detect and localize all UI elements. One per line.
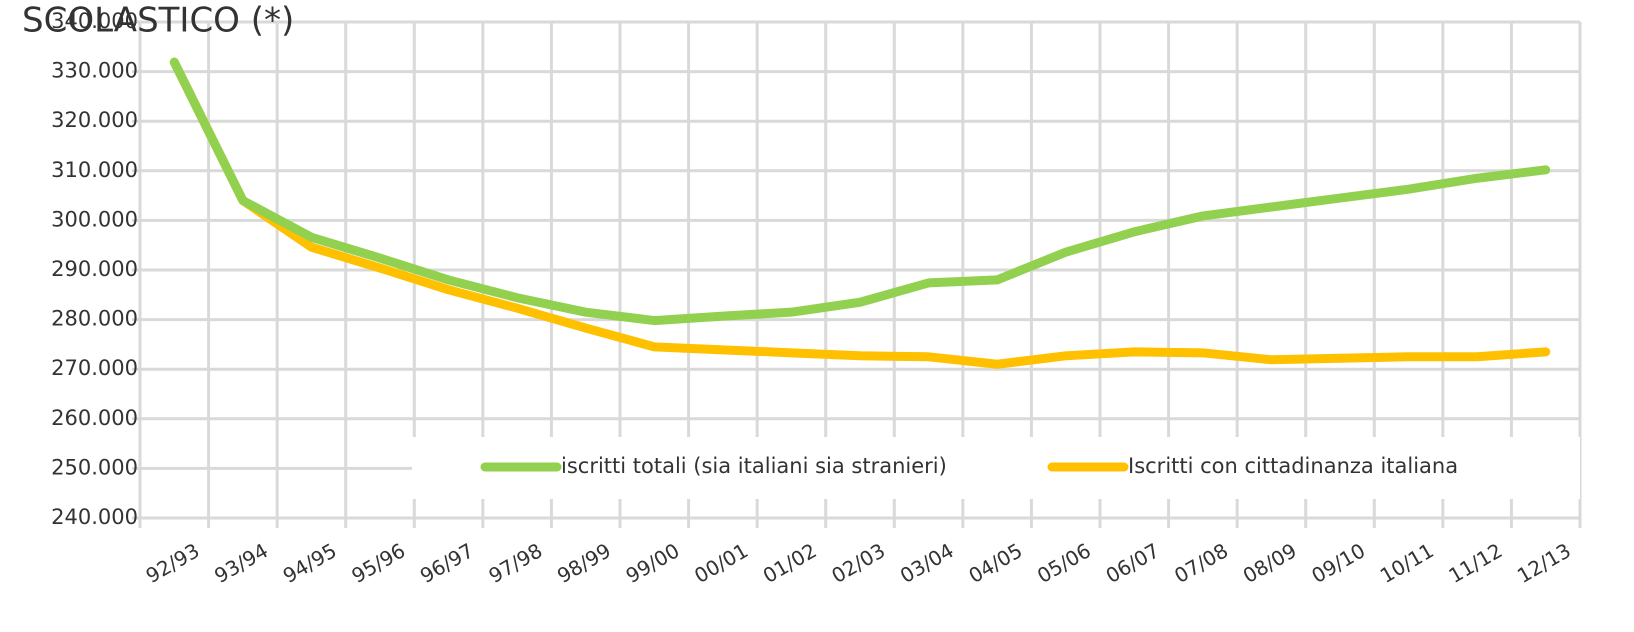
y-tick-label: 300.000 bbox=[51, 207, 138, 231]
y-tick-label: 290.000 bbox=[51, 257, 138, 281]
y-tick-label: 310.000 bbox=[51, 158, 138, 182]
x-tick-label: 11/12 bbox=[1444, 538, 1506, 588]
y-tick-label: 240.000 bbox=[51, 505, 138, 529]
x-tick-label: 94/95 bbox=[279, 538, 341, 588]
x-tick-label: 09/10 bbox=[1307, 538, 1369, 588]
data-line bbox=[169, 57, 1551, 369]
x-tick-label: 07/08 bbox=[1170, 538, 1232, 588]
x-tick-label: 93/94 bbox=[210, 538, 272, 588]
x-tick-label: 10/11 bbox=[1376, 538, 1438, 588]
x-tick-label: 96/97 bbox=[416, 538, 478, 588]
x-tick-label: 98/99 bbox=[553, 538, 615, 588]
y-tick-label: 250.000 bbox=[51, 455, 138, 479]
legend-background bbox=[412, 437, 1580, 499]
data-line bbox=[169, 57, 1551, 326]
x-tick-label: 97/98 bbox=[484, 538, 546, 588]
x-tick-label: 02/03 bbox=[827, 538, 889, 588]
x-tick-label: 99/00 bbox=[622, 538, 684, 588]
x-tick-label: 95/96 bbox=[347, 538, 409, 588]
x-axis: 92/93 93/94 94/95 95/96 96/97 97/98 98/99 99/00… bbox=[142, 538, 1575, 588]
x-tick-label: 92/93 bbox=[142, 538, 204, 588]
y-tick-label: 320.000 bbox=[51, 108, 138, 132]
x-tick-label: 06/07 bbox=[1102, 538, 1164, 588]
plot bbox=[169, 57, 1551, 369]
x-tick-label: 01/02 bbox=[759, 538, 821, 588]
x-tick-label: 04/05 bbox=[964, 538, 1026, 588]
y-tick-label: 270.000 bbox=[51, 356, 138, 380]
legend-label: Iscritti con cittadinanza italiana bbox=[1128, 454, 1458, 478]
y-axis: 240.000 250.000 260.000 270.000 280.000 290.0… bbox=[51, 9, 138, 529]
x-tick-label: 03/04 bbox=[896, 538, 958, 588]
x-tick-label: 05/06 bbox=[1033, 538, 1095, 588]
y-tick-label: 340.000 bbox=[51, 9, 138, 33]
legend-label: iscritti totali (sia italiani sia strani… bbox=[561, 454, 947, 478]
y-tick-label: 280.000 bbox=[51, 307, 138, 331]
legend: iscritti totali (sia italiani sia strani… bbox=[480, 454, 1458, 478]
y-tick-label: 260.000 bbox=[51, 406, 138, 430]
y-tick-label: 330.000 bbox=[51, 59, 138, 83]
x-tick-label: 12/13 bbox=[1513, 538, 1575, 588]
x-tick-label: 08/09 bbox=[1239, 538, 1301, 588]
x-tick-label: 00/01 bbox=[690, 538, 752, 588]
chart-title: SCOLASTICO (*) bbox=[22, 1, 294, 41]
